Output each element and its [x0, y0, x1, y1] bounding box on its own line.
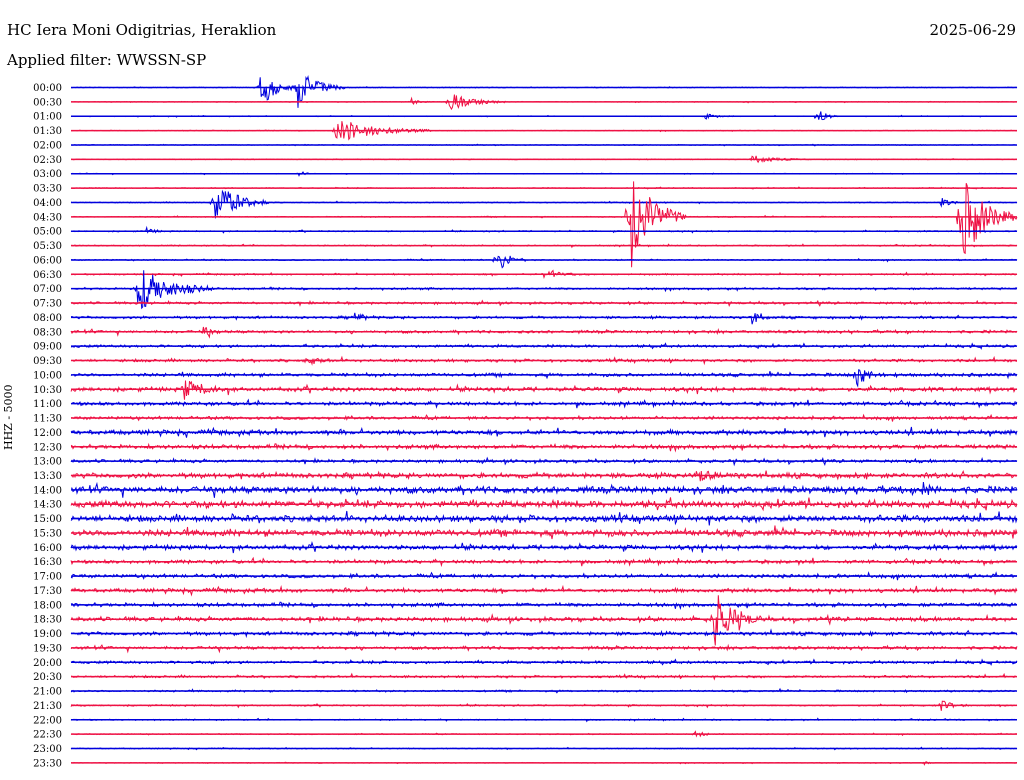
row-label: 10:00 [33, 370, 62, 381]
row-label: 21:30 [33, 701, 62, 712]
trace-row [70, 312, 1018, 325]
row-label: 20:00 [33, 658, 62, 669]
row-label: 11:30 [33, 414, 62, 425]
row-label: 03:00 [33, 169, 62, 180]
row-label: 01:30 [33, 126, 62, 137]
y-axis-label: HHZ - 5000 [2, 384, 22, 460]
row-label: 02:00 [33, 140, 62, 151]
row-label: 17:00 [33, 572, 62, 583]
row-label: 08:00 [33, 313, 62, 324]
row-label: 17:30 [33, 586, 62, 597]
row-label: 14:00 [33, 485, 62, 496]
row-label: 00:00 [33, 83, 62, 94]
trace-row [70, 75, 1018, 108]
row-label: 20:30 [33, 672, 62, 683]
row-label: 05:30 [33, 241, 62, 252]
row-label: 04:00 [33, 198, 62, 209]
trace-row [70, 595, 1018, 646]
row-label: 05:00 [33, 227, 62, 238]
row-label: 23:30 [33, 758, 62, 769]
trace-row [70, 189, 1018, 219]
station-title: HC Iera Moni Odigitrias, Heraklion [7, 21, 277, 39]
row-label: 18:30 [33, 615, 62, 626]
row-label: 12:00 [33, 428, 62, 439]
row-label: 10:30 [33, 385, 62, 396]
row-label: 09:30 [33, 356, 62, 367]
row-label: 09:00 [33, 342, 62, 353]
trace-row [70, 225, 1018, 234]
row-label: 06:00 [33, 255, 62, 266]
row-label: 00:30 [33, 97, 62, 108]
row-label: 14:30 [33, 500, 62, 511]
row-label: 22:30 [33, 730, 62, 741]
row-label: 23:00 [33, 744, 62, 755]
date-label: 2025-06-29 [929, 21, 1016, 39]
row-label: 16:00 [33, 543, 62, 554]
row-label: 13:00 [33, 457, 62, 468]
row-label: 03:30 [33, 184, 62, 195]
row-label: 06:30 [33, 270, 62, 281]
channel-label: HHZ - 5000 [2, 384, 15, 450]
row-label: 07:30 [33, 299, 62, 310]
row-label: 19:00 [33, 629, 62, 640]
row-label: 13:30 [33, 471, 62, 482]
row-label: 16:30 [33, 557, 62, 568]
trace-row [70, 380, 1018, 400]
row-label: 18:00 [33, 600, 62, 611]
trace-row [70, 255, 1018, 269]
row-label: 02:30 [33, 155, 62, 166]
trace-row [70, 497, 1018, 512]
trace-row [70, 369, 1018, 388]
row-label: 19:30 [33, 643, 62, 654]
row-label: 15:00 [33, 514, 62, 525]
row-label: 21:00 [33, 687, 62, 698]
filter-label: Applied filter: WWSSN-SP [7, 51, 207, 69]
trace-row [70, 181, 1018, 268]
row-label: 11:00 [33, 399, 62, 410]
row-label: 12:30 [33, 442, 62, 453]
row-label: 22:00 [33, 715, 62, 726]
row-label: 01:00 [33, 112, 62, 123]
row-label: 04:30 [33, 212, 62, 223]
row-label: 15:30 [33, 528, 62, 539]
row-label: 08:30 [33, 327, 62, 338]
row-label: 07:00 [33, 284, 62, 295]
trace-row [70, 470, 1018, 482]
